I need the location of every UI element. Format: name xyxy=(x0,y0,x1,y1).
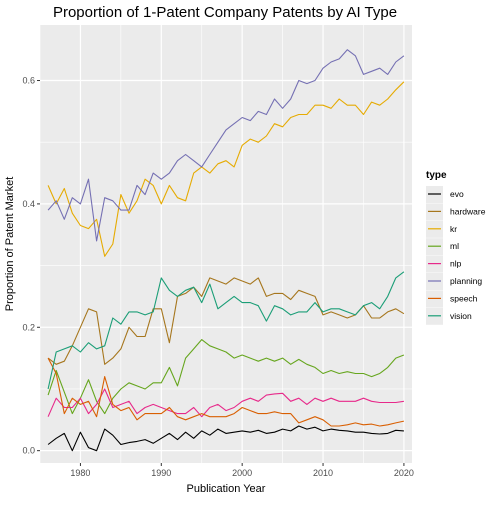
x-tick-label: 2010 xyxy=(313,468,333,478)
legend-label-evo: evo xyxy=(450,189,464,199)
legend-label-speech: speech xyxy=(450,293,478,303)
legend-label-ml: ml xyxy=(450,241,459,251)
y-axis-label: Proportion of Patent Market xyxy=(4,177,16,312)
x-tick-label: 2000 xyxy=(232,468,252,478)
x-tick-label: 1980 xyxy=(70,468,90,478)
legend-label-kr: kr xyxy=(450,224,457,234)
legend-label-vision: vision xyxy=(450,311,472,321)
legend: type evo hardware kr ml nlp planning speech vis… xyxy=(426,170,486,325)
x-axis-label: Publication Year xyxy=(187,483,266,495)
y-tick-label: 0.6 xyxy=(22,76,35,86)
y-tick-label: 0.0 xyxy=(22,446,35,456)
legend-label-planning: planning xyxy=(450,276,482,286)
legend-title: type xyxy=(426,170,447,181)
legend-label-hardware: hardware xyxy=(450,206,486,216)
legend-label-nlp: nlp xyxy=(450,259,462,269)
plot-panel xyxy=(40,25,412,463)
chart-title: Proportion of 1-Patent Company Patents b… xyxy=(53,4,397,21)
y-tick-label: 0.2 xyxy=(22,322,35,332)
y-tick-label: 0.4 xyxy=(22,199,35,209)
x-tick-label: 2020 xyxy=(394,468,414,478)
x-tick-label: 1990 xyxy=(151,468,171,478)
